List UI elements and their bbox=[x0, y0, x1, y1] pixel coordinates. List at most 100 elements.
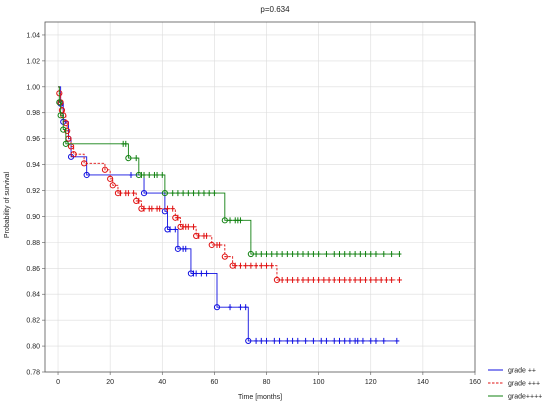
series-2-censor-mark bbox=[269, 262, 274, 269]
series-2-censor-mark bbox=[149, 205, 154, 212]
series-3-censor-mark bbox=[175, 190, 180, 197]
series-3-censor-mark bbox=[123, 140, 128, 147]
series-3-censor-mark bbox=[342, 251, 347, 258]
series-3-censor-mark bbox=[191, 190, 196, 197]
series-3-event-marker bbox=[221, 217, 228, 224]
y-tick-label: 0.80 bbox=[26, 344, 40, 351]
series-1-censor-mark bbox=[337, 337, 342, 344]
series-1-censor-mark bbox=[347, 337, 352, 344]
y-tick-label: 0.78 bbox=[26, 370, 40, 377]
series-1-censor-mark bbox=[368, 337, 373, 344]
x-axis-title: Time [months] bbox=[238, 394, 282, 401]
series-2-event-marker bbox=[64, 127, 71, 134]
series-3-censor-mark bbox=[337, 251, 342, 258]
series-1-censor-mark bbox=[311, 337, 316, 344]
series-3-line bbox=[58, 86, 400, 255]
series-3-censor-mark bbox=[155, 171, 160, 178]
series-1-censor-mark bbox=[228, 304, 233, 311]
series-1-censor-mark bbox=[319, 337, 324, 344]
series-1-censor-mark bbox=[355, 337, 360, 344]
series-3-censor-mark bbox=[363, 251, 368, 258]
series-2-censor-mark bbox=[118, 190, 123, 197]
series-2-censor-mark bbox=[243, 262, 248, 269]
y-tick-label: 0.98 bbox=[26, 110, 40, 117]
series-2-event-marker bbox=[273, 276, 281, 284]
x-tick-label: 100 bbox=[313, 379, 325, 386]
legend-label: grade ++ bbox=[508, 368, 536, 375]
series-1-censor-mark bbox=[238, 304, 243, 311]
series-2-censor-mark bbox=[363, 276, 368, 283]
series-2-censor-mark bbox=[321, 276, 326, 283]
series-2-censor-mark bbox=[290, 276, 295, 283]
series-3-censor-mark bbox=[316, 251, 321, 258]
series-2-censor-mark bbox=[170, 205, 175, 212]
series-1-censor-mark bbox=[168, 226, 173, 233]
series-3-censor-mark bbox=[280, 251, 285, 258]
series-3-censor-mark bbox=[353, 251, 358, 258]
tick-labels: 0 20 40 60 80 100 120 140 160 0.78 0.80 0.82 0.84 0.8… bbox=[26, 32, 481, 386]
series-2-event-marker bbox=[107, 175, 114, 182]
series-2-censor-mark bbox=[353, 276, 358, 283]
series-2-event-marker bbox=[70, 151, 77, 158]
series-3-event-marker bbox=[56, 99, 63, 106]
series-2-censor-mark bbox=[264, 262, 269, 269]
series-1-line bbox=[58, 86, 400, 342]
series-1-censor-mark bbox=[332, 337, 337, 344]
series-3-censor-mark bbox=[186, 190, 191, 197]
series-2-censor-mark bbox=[165, 205, 170, 212]
series-2-censor-mark bbox=[379, 276, 384, 283]
series-3-censor-mark bbox=[306, 251, 311, 258]
series-2-censor-mark bbox=[316, 276, 321, 283]
legend: grade ++ grade +++ grade++++ bbox=[488, 368, 542, 401]
series-3-censor-mark bbox=[368, 251, 373, 258]
x-tick-label: 160 bbox=[469, 379, 481, 386]
series-3-censor-mark bbox=[274, 251, 279, 258]
series-2-censor-mark bbox=[175, 214, 180, 221]
y-tick-label: 0.86 bbox=[26, 266, 40, 273]
legend-label: grade++++ bbox=[508, 394, 542, 401]
series-1-censor-mark bbox=[324, 337, 329, 344]
series-1-censor-mark bbox=[272, 337, 277, 344]
series-3-censor-mark bbox=[397, 251, 402, 258]
series-2-censor-mark bbox=[384, 276, 389, 283]
series-2-censor-mark bbox=[157, 205, 162, 212]
y-tick-label: 0.84 bbox=[26, 292, 40, 299]
series-3-censor-mark bbox=[389, 251, 394, 258]
y-tick-label: 1.02 bbox=[26, 58, 40, 65]
series-3-censor-mark bbox=[228, 217, 233, 224]
series-2-line bbox=[58, 86, 403, 281]
series-1-censor-mark bbox=[394, 337, 399, 344]
series-2-censor-mark bbox=[306, 276, 311, 283]
x-tick-label: 80 bbox=[263, 379, 271, 386]
series-2-event-marker bbox=[208, 241, 215, 249]
series-3-censor-mark bbox=[332, 251, 337, 258]
series-3-censor-mark bbox=[373, 251, 378, 258]
series-2-censor-mark bbox=[358, 276, 363, 283]
series-2-censor-mark bbox=[233, 262, 238, 269]
series-3-censor-mark bbox=[311, 251, 316, 258]
series-1-event-marker bbox=[140, 190, 148, 197]
series-2-censor-mark bbox=[196, 232, 201, 239]
series-3-censor-mark bbox=[295, 251, 300, 258]
series-2-censor-mark bbox=[295, 276, 300, 283]
series-2-censor-mark bbox=[248, 262, 253, 269]
series-3-censor-mark bbox=[134, 155, 139, 162]
series-3-censor-mark bbox=[201, 190, 206, 197]
series-3-event-marker bbox=[60, 126, 67, 133]
series-3-censor-mark bbox=[347, 251, 352, 258]
series-1-censor-mark bbox=[373, 337, 378, 344]
series-2-censor-mark bbox=[368, 276, 373, 283]
series-2-censor-mark bbox=[397, 276, 402, 283]
series-2-censor-mark bbox=[280, 276, 285, 283]
series-1-censor-mark bbox=[173, 226, 178, 233]
x-tick-label: 120 bbox=[365, 379, 377, 386]
chart-title: p=0.634 bbox=[260, 5, 290, 14]
y-tick-label: 0.82 bbox=[26, 318, 40, 325]
series-2-censor-mark bbox=[285, 276, 290, 283]
y-tick-label: 1.00 bbox=[26, 84, 40, 91]
series-3-censor-mark bbox=[238, 217, 243, 224]
series-1-censor-mark bbox=[277, 337, 282, 344]
series-2-censor-mark bbox=[131, 190, 136, 197]
series-3-censor-mark bbox=[290, 251, 295, 258]
series-2-censor-mark bbox=[342, 276, 347, 283]
